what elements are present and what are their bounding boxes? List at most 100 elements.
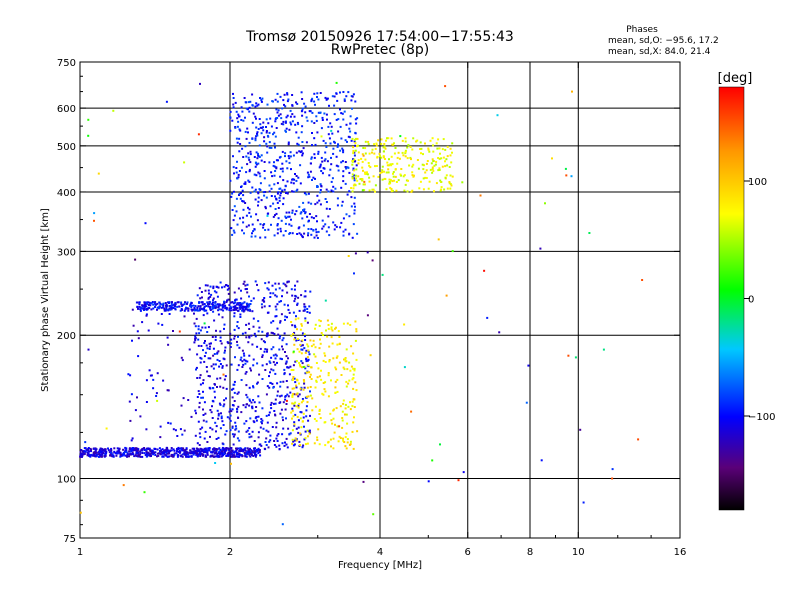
data-point — [279, 113, 282, 116]
data-point — [389, 163, 392, 166]
data-point — [381, 178, 384, 181]
data-point — [316, 439, 319, 441]
data-point — [338, 361, 341, 364]
data-point — [162, 306, 165, 309]
data-point — [236, 321, 239, 323]
data-point — [335, 118, 338, 121]
data-point — [309, 373, 312, 376]
data-point — [320, 378, 323, 381]
data-point — [303, 208, 306, 211]
data-point — [240, 302, 243, 305]
data-point — [98, 455, 100, 458]
data-point — [269, 403, 272, 406]
data-point — [210, 365, 213, 368]
data-point — [353, 367, 356, 370]
data-point — [244, 406, 247, 409]
data-point — [199, 455, 202, 457]
data-point — [209, 295, 212, 298]
data-point — [180, 301, 183, 304]
data-point — [231, 433, 234, 436]
data-point — [196, 294, 199, 297]
data-point — [288, 215, 291, 218]
data-point — [444, 176, 447, 179]
data-point — [258, 373, 261, 376]
data-point — [93, 212, 96, 215]
data-point — [344, 228, 347, 231]
data-point — [340, 186, 343, 189]
data-point — [331, 177, 334, 180]
data-point — [131, 308, 134, 311]
data-point — [309, 170, 312, 173]
data-point — [257, 191, 260, 194]
data-point — [222, 447, 225, 450]
data-point — [237, 309, 239, 312]
data-point — [223, 302, 226, 305]
data-point — [273, 234, 276, 237]
data-point — [364, 158, 367, 161]
data-point — [220, 415, 223, 418]
data-point — [154, 301, 156, 304]
data-point — [143, 309, 145, 311]
data-point — [130, 447, 133, 450]
data-point — [292, 333, 295, 335]
data-point — [279, 227, 282, 230]
data-point — [234, 356, 236, 359]
data-point — [282, 120, 285, 123]
data-point — [263, 194, 266, 197]
data-point — [347, 135, 350, 138]
data-point — [242, 309, 245, 312]
data-point — [198, 401, 201, 404]
data-point — [235, 167, 238, 169]
data-point — [319, 417, 322, 419]
data-point — [111, 453, 114, 456]
data-point — [324, 390, 327, 393]
data-point — [278, 196, 281, 199]
data-point — [241, 448, 244, 451]
data-point — [330, 419, 333, 422]
data-point — [222, 309, 225, 312]
x-tick-label: 8 — [527, 547, 533, 558]
data-point — [441, 148, 444, 151]
data-point — [229, 129, 232, 132]
data-point — [257, 395, 260, 398]
data-point — [261, 97, 264, 100]
data-point — [363, 189, 366, 192]
data-point — [299, 411, 302, 413]
data-point — [150, 374, 153, 377]
data-point — [274, 413, 276, 416]
data-point — [335, 368, 338, 371]
data-point — [446, 145, 449, 148]
data-point — [276, 192, 279, 195]
data-point — [232, 229, 235, 232]
data-point — [217, 452, 220, 455]
data-point — [150, 302, 153, 305]
data-point — [231, 425, 234, 428]
data-point — [258, 172, 261, 175]
data-point — [319, 338, 321, 341]
data-point — [204, 454, 207, 457]
data-point — [165, 100, 168, 103]
data-point — [352, 160, 354, 163]
data-point — [201, 303, 204, 306]
data-point — [264, 207, 267, 210]
data-point — [299, 212, 302, 215]
data-point — [239, 447, 242, 450]
data-point — [196, 442, 199, 445]
data-point — [328, 104, 330, 107]
data-point — [180, 356, 183, 359]
data-point — [229, 332, 232, 335]
data-point — [250, 369, 252, 372]
data-point — [296, 303, 299, 306]
data-point — [143, 449, 146, 451]
data-point — [126, 454, 129, 456]
data-point — [271, 382, 274, 385]
data-point — [404, 152, 407, 155]
data-point — [213, 390, 216, 393]
data-point — [283, 332, 286, 335]
data-point — [379, 172, 382, 174]
data-point — [271, 332, 274, 335]
data-point — [282, 179, 285, 182]
data-point — [166, 455, 169, 458]
data-point — [437, 238, 440, 241]
data-point — [225, 430, 228, 433]
